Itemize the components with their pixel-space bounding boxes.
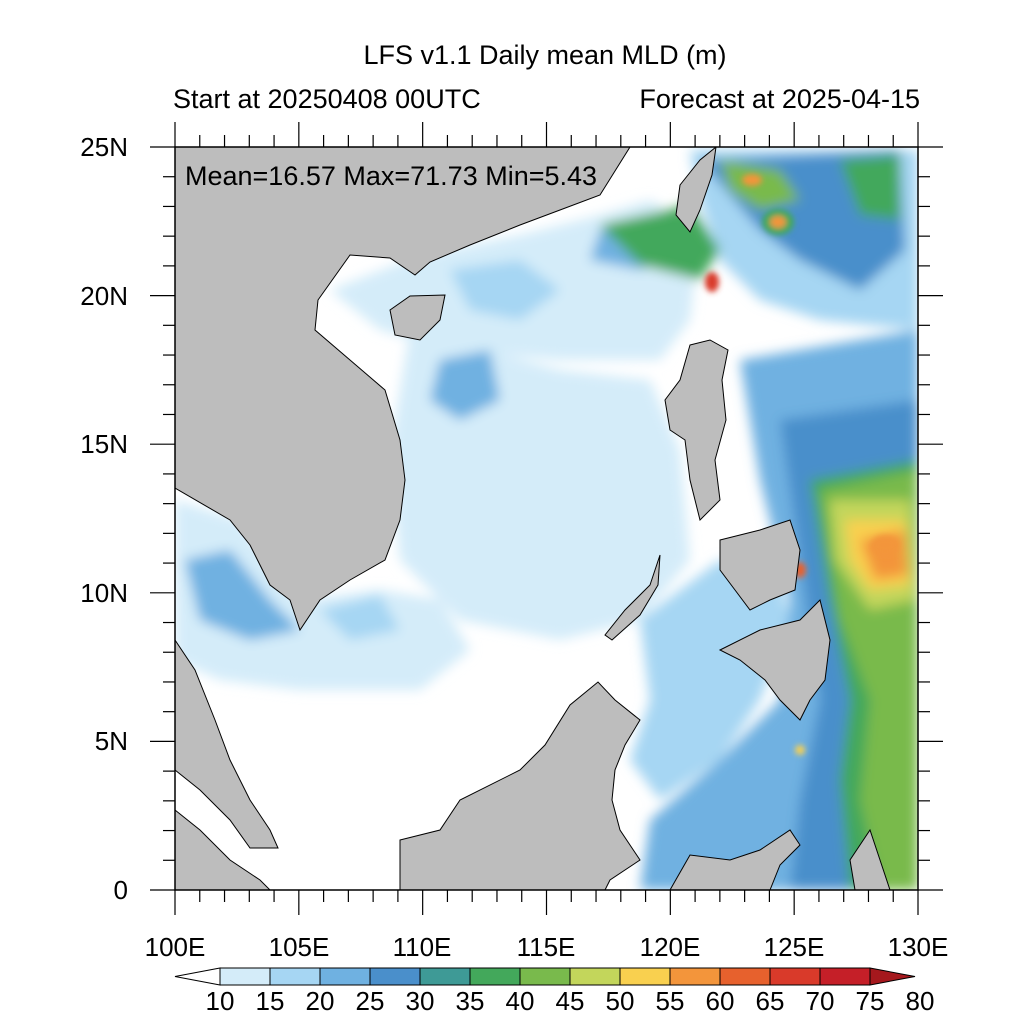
land-borneo — [399, 681, 641, 890]
lon-label-105e: 105E — [268, 932, 330, 962]
colorbar-label: 25 — [355, 986, 385, 1016]
forecast-time-label: Forecast at 2025-04-15 — [639, 84, 920, 114]
land-hainan — [389, 294, 446, 341]
colorbar-swatch — [819, 967, 871, 986]
lat-label-20n: 20N — [80, 281, 128, 311]
colorbar-swatch — [219, 967, 271, 986]
lat-label-5n: 5N — [94, 726, 128, 756]
colorbar-swatch — [769, 967, 821, 986]
colorbar-swatch — [469, 967, 521, 986]
land-palawan — [604, 554, 661, 641]
land-taiwan — [675, 147, 717, 233]
land — [175, 147, 891, 890]
colorbar-swatch — [569, 967, 621, 986]
colorbar-max-triangle — [869, 967, 916, 986]
lon-label-100e: 100E — [144, 932, 206, 962]
lon-label-120e: 120E — [639, 932, 701, 962]
lon-label-130e: 130E — [887, 932, 949, 962]
land-malay-peninsula — [175, 639, 279, 849]
stats-label: Mean=16.57 Max=71.73 Min=5.43 — [185, 161, 598, 191]
colorbar-swatch — [319, 967, 371, 986]
lat-label-0: 0 — [113, 875, 128, 905]
land-luzon — [664, 339, 729, 521]
colorbar-label: 30 — [405, 986, 435, 1016]
colorbar-label: 50 — [605, 986, 635, 1016]
colorbar-label: 75 — [855, 986, 885, 1016]
colorbar-label: 55 — [655, 986, 685, 1016]
land-visayas — [719, 519, 801, 611]
colorbar-label: 80 — [905, 986, 935, 1016]
lon-label-125e: 125E — [763, 932, 825, 962]
mld-hotspots — [705, 174, 899, 755]
lon-label-110e: 110E — [392, 932, 452, 962]
axis-ticks — [150, 122, 943, 915]
colorbar-label: 20 — [305, 986, 335, 1016]
lon-label-115e: 115E — [516, 932, 576, 962]
colorbar-label: 65 — [755, 986, 785, 1016]
colorbar-swatch — [419, 967, 471, 986]
colorbar-swatch — [269, 967, 321, 986]
lat-label-10n: 10N — [80, 578, 128, 608]
lat-label-15n: 15N — [80, 429, 128, 459]
colorbar-label: 10 — [205, 986, 235, 1016]
colorbar-label: 40 — [505, 986, 535, 1016]
start-time-label: Start at 20250408 00UTC — [173, 84, 481, 114]
colorbar-swatch — [619, 967, 671, 986]
land-mindanao — [718, 599, 831, 721]
figure-title: LFS v1.1 Daily mean MLD (m) — [363, 40, 727, 70]
colorbar-label: 70 — [805, 986, 835, 1016]
colorbar-label: 35 — [455, 986, 485, 1016]
land-sulawesi — [669, 829, 801, 890]
mld-shading — [175, 150, 918, 890]
colorbar-swatch — [669, 967, 721, 986]
colorbar-swatch — [719, 967, 771, 986]
colorbar-label: 45 — [555, 986, 585, 1016]
colorbar-swatch — [369, 967, 421, 986]
lat-label-25n: 25N — [80, 132, 128, 162]
colorbar-min-triangle — [174, 967, 221, 986]
land-halmahera — [849, 828, 891, 890]
colorbar-label: 60 — [705, 986, 735, 1016]
colorbar-label: 15 — [255, 986, 285, 1016]
land-sumatra — [175, 809, 271, 890]
land-mainland-china — [175, 147, 631, 632]
colorbar-swatch — [519, 967, 571, 986]
